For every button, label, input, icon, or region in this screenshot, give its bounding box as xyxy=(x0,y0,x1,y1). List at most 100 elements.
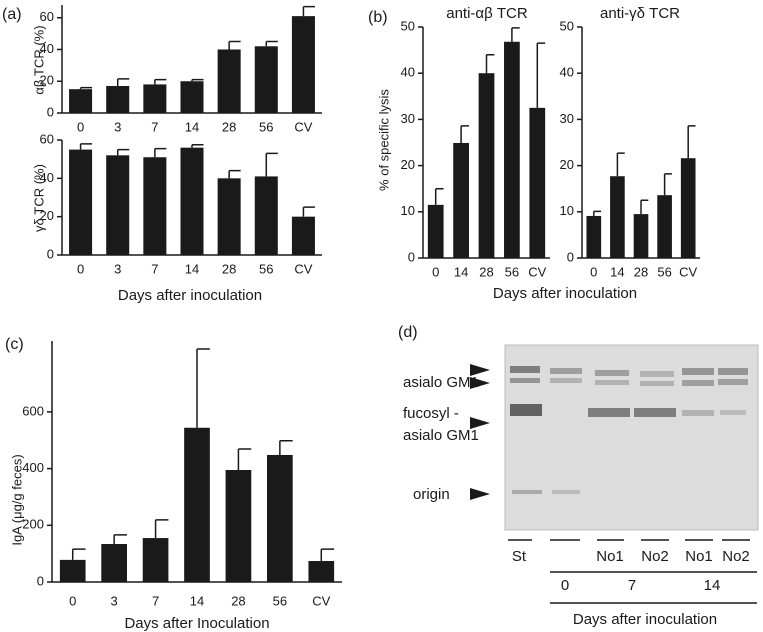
x-tick-label: 7 xyxy=(151,119,158,134)
error-bar xyxy=(536,42,546,108)
day-label: 7 xyxy=(628,577,636,594)
bar xyxy=(101,544,127,582)
y-tick-label: 60 xyxy=(40,9,54,24)
x-tick-label: CV xyxy=(294,119,312,134)
error-bar xyxy=(154,78,167,85)
x-tick-label: 14 xyxy=(454,264,468,279)
bar xyxy=(453,142,469,258)
y-tick-label: 0 xyxy=(47,104,54,119)
error-bar xyxy=(116,148,130,156)
x-tick-label: 14 xyxy=(185,261,199,276)
x-tick-label: 56 xyxy=(657,264,671,279)
error-bar xyxy=(434,187,444,205)
y-tick-label: 10 xyxy=(401,203,415,218)
bar xyxy=(254,176,278,255)
band-label: fucosyl - xyxy=(403,405,459,422)
y-tick-label: 60 xyxy=(40,131,54,146)
bar xyxy=(143,157,167,255)
panel-label: (b) xyxy=(368,9,388,26)
y-tick-label: 0 xyxy=(37,573,44,588)
panel-label: (a) xyxy=(2,6,22,23)
bar xyxy=(69,149,93,255)
error-bar xyxy=(79,143,93,150)
x-tick-label: 28 xyxy=(222,261,236,276)
bar xyxy=(267,454,293,582)
y-tick-label: 20 xyxy=(560,157,574,172)
y-tick-label: 600 xyxy=(22,403,44,418)
x-tick-label: CV xyxy=(294,261,312,276)
bar xyxy=(427,204,444,258)
y-tick-label: 40 xyxy=(40,170,54,185)
error-bar xyxy=(640,199,649,215)
lane-label: No1 xyxy=(596,548,624,565)
error-bar xyxy=(265,40,278,47)
band-label: origin xyxy=(413,486,450,503)
y-tick-label: 0 xyxy=(47,246,54,261)
tlc-plate xyxy=(504,344,759,531)
x-tick-label: 56 xyxy=(259,119,273,134)
x-axis-title: Days after inoculation xyxy=(118,287,262,304)
error-bar xyxy=(279,440,293,455)
bar xyxy=(225,470,252,582)
arrows xyxy=(470,364,490,500)
x-tick-label: 3 xyxy=(114,119,121,134)
bar xyxy=(69,89,93,113)
bar xyxy=(142,538,169,582)
y-tick-label: 10 xyxy=(560,203,574,218)
day-label: 0 xyxy=(561,577,569,594)
error-bar xyxy=(228,169,241,179)
bar xyxy=(217,49,241,113)
y-tick-label: 20 xyxy=(40,208,54,223)
x-tick-label: 0 xyxy=(590,264,597,279)
x-tick-label: 28 xyxy=(222,119,236,134)
x-tick-label: 28 xyxy=(479,264,493,279)
x-tick-label: 56 xyxy=(259,261,273,276)
x-tick-label: 0 xyxy=(77,119,84,134)
y-tick-label: 0 xyxy=(567,249,574,264)
x-axis-title: Days after Inoculation xyxy=(124,615,269,632)
x-tick-label: 7 xyxy=(152,593,159,608)
y-axis-title: IgA (μg/g feces) xyxy=(9,454,24,545)
error-bar xyxy=(511,27,520,42)
x-tick-label: CV xyxy=(528,264,546,279)
bar xyxy=(586,215,602,258)
x-axis-title: Days after inoculation xyxy=(573,611,717,628)
x-axis-title: Days after inoculation xyxy=(493,285,637,302)
error-bar xyxy=(302,206,315,217)
day-label: 14 xyxy=(704,577,721,594)
error-bar xyxy=(302,5,315,17)
bar xyxy=(184,427,210,582)
bar xyxy=(610,176,625,258)
error-bar xyxy=(485,53,495,74)
error-bar xyxy=(154,519,169,539)
lane-label: No2 xyxy=(641,548,669,565)
band-label: asialo GM1 xyxy=(403,427,479,444)
bar xyxy=(291,16,315,114)
lane-lines xyxy=(508,539,757,604)
bar xyxy=(254,46,278,114)
error-bar xyxy=(116,78,130,86)
panel-label: (d) xyxy=(398,324,418,341)
error-bar xyxy=(228,40,241,50)
bar xyxy=(217,178,241,255)
bar xyxy=(308,561,335,582)
error-bar xyxy=(237,448,252,471)
x-tick-label: 14 xyxy=(190,593,204,608)
panel-label: (c) xyxy=(5,336,24,353)
y-tick-label: 0 xyxy=(408,249,415,264)
y-tick-label: 40 xyxy=(401,65,415,80)
error-bar xyxy=(196,348,210,428)
chart-title: anti-αβ TCR xyxy=(446,5,528,22)
x-tick-label: 7 xyxy=(151,261,158,276)
y-tick-label: 400 xyxy=(22,460,44,475)
x-tick-label: 3 xyxy=(111,593,118,608)
x-tick-label: 0 xyxy=(77,261,84,276)
x-tick-label: 28 xyxy=(634,264,648,279)
bar xyxy=(180,81,204,113)
y-tick-label: 50 xyxy=(560,18,574,33)
x-tick-label: 3 xyxy=(114,261,121,276)
y-tick-label: 200 xyxy=(22,517,44,532)
error-bar xyxy=(663,173,672,196)
y-axis-title: % of specific lysis xyxy=(376,89,391,191)
bar xyxy=(680,158,696,258)
